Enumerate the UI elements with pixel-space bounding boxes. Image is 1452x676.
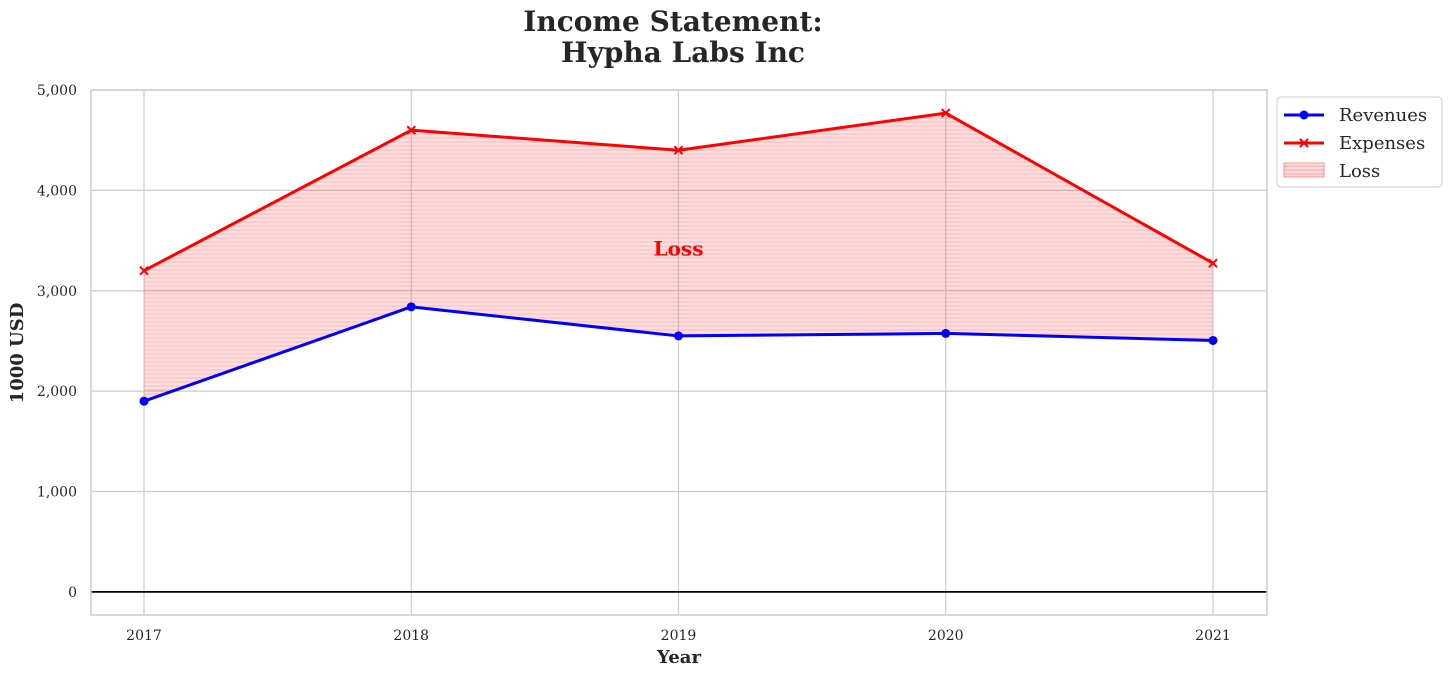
- y-tick-label: 4,000: [37, 183, 77, 199]
- expenses-point: [673, 145, 684, 155]
- x-tick-label: 2019: [661, 628, 697, 644]
- legend-loss-swatch: [1283, 162, 1325, 178]
- legend-loss-label: Loss: [1339, 161, 1380, 182]
- x-axis-label: Year: [656, 647, 701, 668]
- expenses-point: [941, 108, 951, 118]
- legend-revenues-label: Revenues: [1339, 105, 1427, 126]
- y-tick-label: 0: [68, 585, 77, 601]
- x-tick-label: 2017: [126, 628, 162, 644]
- x-tick-label: 2021: [1195, 628, 1231, 644]
- series-layer: [139, 108, 1218, 406]
- legend-revenues-marker: [1299, 110, 1309, 120]
- chart-title-line2: Hypha Labs Inc: [561, 36, 805, 69]
- expenses-point: [406, 125, 416, 135]
- y-tick-label: 5,000: [37, 83, 77, 99]
- tick-layer: 0 1,000 2,000 3,000 4,000 5,000 2017 2018 2019 20…: [37, 83, 1231, 644]
- revenues-point: [1208, 335, 1218, 345]
- loss-annotation: Loss: [654, 237, 704, 261]
- x-tick-label: 2018: [393, 628, 429, 644]
- legend-expenses-marker: [1299, 138, 1309, 148]
- revenues-point: [674, 331, 683, 341]
- chart-title-line1: Income Statement:: [523, 5, 822, 38]
- y-tick-label: 1,000: [37, 485, 77, 501]
- legend: Revenues Expenses Loss: [1276, 96, 1443, 188]
- revenues-point: [139, 396, 149, 406]
- legend-expenses-label: Expenses: [1339, 133, 1425, 154]
- y-tick-label: 2,000: [37, 384, 77, 400]
- expenses-point: [1208, 258, 1218, 268]
- legend-loss-swatch-tint: [1284, 163, 1324, 177]
- plot-frame: [90, 89, 1268, 616]
- x-tick-label: 2020: [928, 628, 964, 644]
- revenues-point: [941, 328, 951, 338]
- y-tick-label: 3,000: [37, 284, 77, 300]
- revenues-point: [406, 302, 416, 312]
- expenses-point: [139, 265, 149, 276]
- y-axis-label: 1000 USD: [7, 303, 28, 404]
